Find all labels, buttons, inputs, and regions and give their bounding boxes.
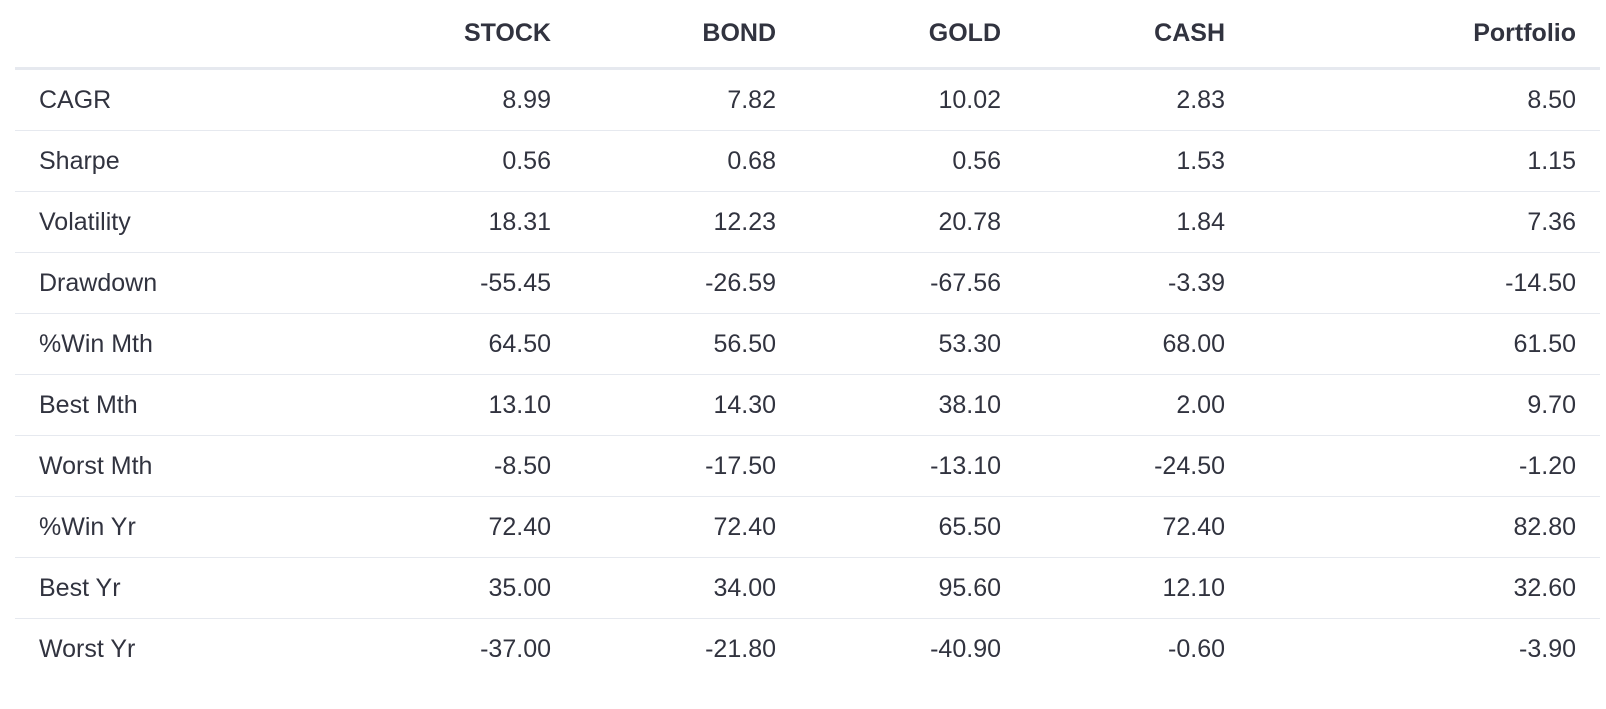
row-label: Best Mth [15,374,351,436]
header-cell-gold[interactable]: GOLD [800,0,1025,70]
table-cell: -13.10 [800,435,1025,497]
table-cell: -40.90 [800,618,1025,680]
table-cell: 1.53 [1025,130,1249,192]
table-cell: -55.45 [351,252,575,314]
table-body: CAGR 8.99 7.82 10.02 2.83 8.50 Sharpe 0.… [15,68,1600,680]
table-cell: 20.78 [800,191,1025,253]
table-cell: 35.00 [351,557,575,619]
table-cell: 12.23 [575,191,800,253]
header-cell-portfolio[interactable]: Portfolio [1249,0,1600,70]
table-cell: 1.84 [1025,191,1249,253]
table-cell: -67.56 [800,252,1025,314]
row-label: Best Yr [15,557,351,619]
header-cell-index [15,0,351,70]
table-cell: -3.39 [1025,252,1249,314]
table-cell: 65.50 [800,496,1025,558]
header-cell-cash[interactable]: CASH [1025,0,1249,70]
table-cell: 56.50 [575,313,800,375]
table-cell: 10.02 [800,68,1025,131]
table-cell: 32.60 [1249,557,1600,619]
stats-table-container: STOCK BOND GOLD CASH Portfolio CAGR 8.99… [15,0,1600,680]
table-row: Best Mth 13.10 14.30 38.10 2.00 9.70 [15,374,1600,436]
table-cell: 13.10 [351,374,575,436]
table-cell: -0.60 [1025,618,1249,680]
table-row: Sharpe 0.56 0.68 0.56 1.53 1.15 [15,130,1600,192]
table-cell: 53.30 [800,313,1025,375]
table-cell: 0.56 [800,130,1025,192]
table-cell: 72.40 [1025,496,1249,558]
table-cell: 95.60 [800,557,1025,619]
table-cell: 72.40 [575,496,800,558]
row-label: %Win Mth [15,313,351,375]
row-label: Sharpe [15,130,351,192]
table-cell: 14.30 [575,374,800,436]
table-cell: 34.00 [575,557,800,619]
table-row: Drawdown -55.45 -26.59 -67.56 -3.39 -14.… [15,252,1600,314]
table-cell: 72.40 [351,496,575,558]
table-cell: -26.59 [575,252,800,314]
table-row: Best Yr 35.00 34.00 95.60 12.10 32.60 [15,557,1600,619]
table-cell: 0.68 [575,130,800,192]
table-cell: 1.15 [1249,130,1600,192]
table-cell: 8.50 [1249,68,1600,131]
row-label: Worst Yr [15,618,351,680]
table-row: CAGR 8.99 7.82 10.02 2.83 8.50 [15,68,1600,131]
table-row: %Win Mth 64.50 56.50 53.30 68.00 61.50 [15,313,1600,375]
table-cell: 61.50 [1249,313,1600,375]
table-cell: 12.10 [1025,557,1249,619]
header-cell-bond[interactable]: BOND [575,0,800,70]
table-cell: 7.82 [575,68,800,131]
table-cell: -17.50 [575,435,800,497]
table-cell: 0.56 [351,130,575,192]
table-cell: 18.31 [351,191,575,253]
table-row: Worst Yr -37.00 -21.80 -40.90 -0.60 -3.9… [15,618,1600,680]
table-cell: 38.10 [800,374,1025,436]
table-row: %Win Yr 72.40 72.40 65.50 72.40 82.80 [15,496,1600,558]
table-cell: 64.50 [351,313,575,375]
table-cell: -21.80 [575,618,800,680]
header-cell-stock[interactable]: STOCK [351,0,575,70]
stats-table: STOCK BOND GOLD CASH Portfolio CAGR 8.99… [15,0,1600,680]
row-label: Drawdown [15,252,351,314]
table-cell: -8.50 [351,435,575,497]
table-cell: 2.83 [1025,68,1249,131]
table-cell: -14.50 [1249,252,1600,314]
row-label: %Win Yr [15,496,351,558]
table-cell: 68.00 [1025,313,1249,375]
table-cell: -1.20 [1249,435,1600,497]
table-row: Worst Mth -8.50 -17.50 -13.10 -24.50 -1.… [15,435,1600,497]
table-cell: 2.00 [1025,374,1249,436]
table-cell: -24.50 [1025,435,1249,497]
table-cell: 8.99 [351,68,575,131]
table-cell: 9.70 [1249,374,1600,436]
row-label: CAGR [15,68,351,131]
row-label: Worst Mth [15,435,351,497]
table-cell: 82.80 [1249,496,1600,558]
table-row: Volatility 18.31 12.23 20.78 1.84 7.36 [15,191,1600,253]
table-cell: 7.36 [1249,191,1600,253]
table-cell: -3.90 [1249,618,1600,680]
table-cell: -37.00 [351,618,575,680]
row-label: Volatility [15,191,351,253]
table-header: STOCK BOND GOLD CASH Portfolio [15,0,1600,70]
header-row: STOCK BOND GOLD CASH Portfolio [15,0,1600,70]
